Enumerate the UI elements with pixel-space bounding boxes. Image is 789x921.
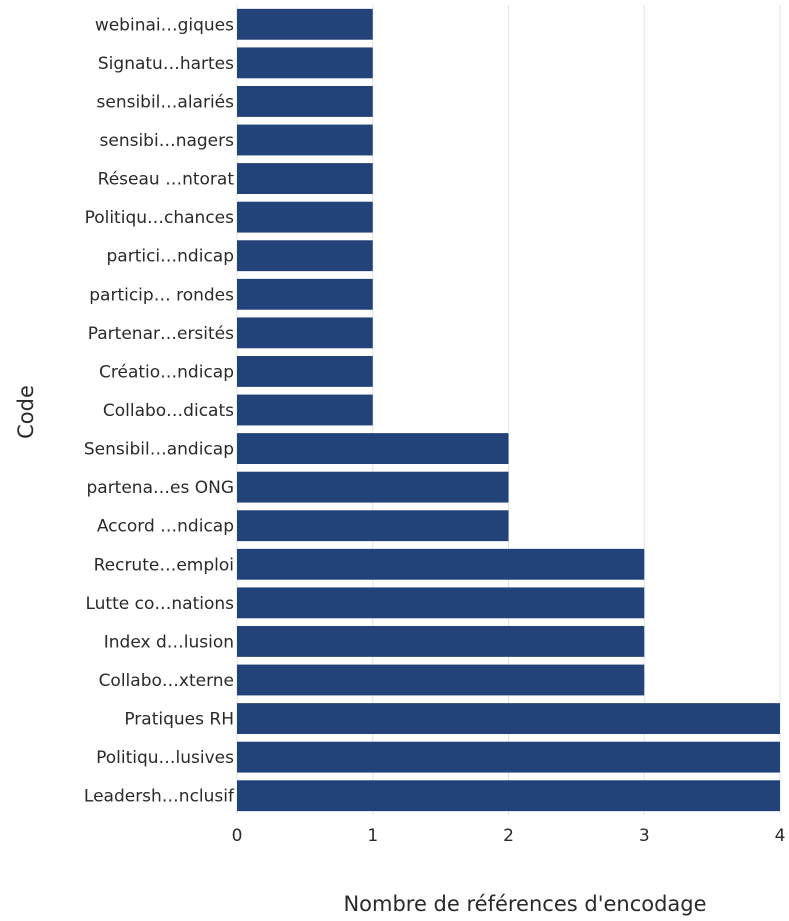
category-label: Créatio…ndicap bbox=[99, 362, 234, 382]
category-label: Lutte co…nations bbox=[85, 594, 234, 614]
category-label: Accord …ndicap bbox=[97, 517, 234, 537]
bar[interactable] bbox=[237, 317, 373, 349]
x-axis-title: Nombre de références d'encodage bbox=[343, 892, 706, 916]
x-tick-label: 2 bbox=[503, 826, 514, 846]
bar[interactable] bbox=[237, 510, 509, 542]
x-tick-labels: 0 1 2 3 4 bbox=[232, 826, 786, 846]
category-label: Collabo…xterne bbox=[99, 671, 234, 691]
bar[interactable] bbox=[237, 163, 373, 194]
x-tick-label: 4 bbox=[775, 826, 786, 846]
category-label: sensibi…nagers bbox=[100, 131, 235, 151]
category-label: Réseau …ntorat bbox=[98, 170, 235, 190]
category-label: Partenar…ersités bbox=[88, 324, 234, 344]
category-label: Leadersh…nclusif bbox=[84, 787, 235, 807]
bar[interactable] bbox=[237, 86, 373, 117]
bar[interactable] bbox=[237, 433, 509, 464]
x-tick-label: 1 bbox=[367, 826, 378, 846]
bar[interactable] bbox=[237, 741, 780, 773]
bar[interactable] bbox=[237, 703, 780, 734]
category-label: partena…es ONG bbox=[86, 478, 234, 498]
bar[interactable] bbox=[237, 240, 373, 272]
bar[interactable] bbox=[237, 8, 373, 40]
bar[interactable] bbox=[237, 356, 373, 387]
bar[interactable] bbox=[237, 664, 645, 696]
y-axis-title: Code bbox=[14, 385, 38, 439]
x-tick-label: 3 bbox=[639, 826, 650, 846]
bar[interactable] bbox=[237, 548, 645, 580]
category-label: particip… rondes bbox=[89, 285, 234, 305]
bar[interactable] bbox=[237, 471, 509, 503]
bar[interactable] bbox=[237, 394, 373, 426]
category-label: Collabo…dicats bbox=[103, 401, 234, 421]
category-labels: webinai…giques Signatu…hartes sensibil…ala… bbox=[84, 15, 235, 806]
bar[interactable] bbox=[237, 278, 373, 310]
bar[interactable] bbox=[237, 626, 645, 657]
category-label: webinai…giques bbox=[95, 15, 234, 35]
category-label: Politiqu…chances bbox=[85, 208, 235, 228]
x-tick-label: 0 bbox=[232, 826, 243, 846]
category-label: Recrute…emploi bbox=[94, 555, 234, 575]
category-label: Index d…lusion bbox=[104, 632, 234, 652]
category-label: Sensibil…andicap bbox=[84, 440, 234, 460]
bar[interactable] bbox=[237, 780, 780, 812]
category-label: Pratiques RH bbox=[124, 710, 234, 730]
category-label: partici…ndicap bbox=[107, 247, 235, 267]
category-label: Signatu…hartes bbox=[98, 54, 234, 74]
bar[interactable] bbox=[237, 201, 373, 233]
bar[interactable] bbox=[237, 47, 373, 79]
category-label: sensibil…alariés bbox=[97, 92, 235, 112]
category-label: Politiqu…lusives bbox=[96, 748, 234, 768]
bars bbox=[237, 8, 780, 812]
bar[interactable] bbox=[237, 587, 645, 619]
bar[interactable] bbox=[237, 124, 373, 156]
